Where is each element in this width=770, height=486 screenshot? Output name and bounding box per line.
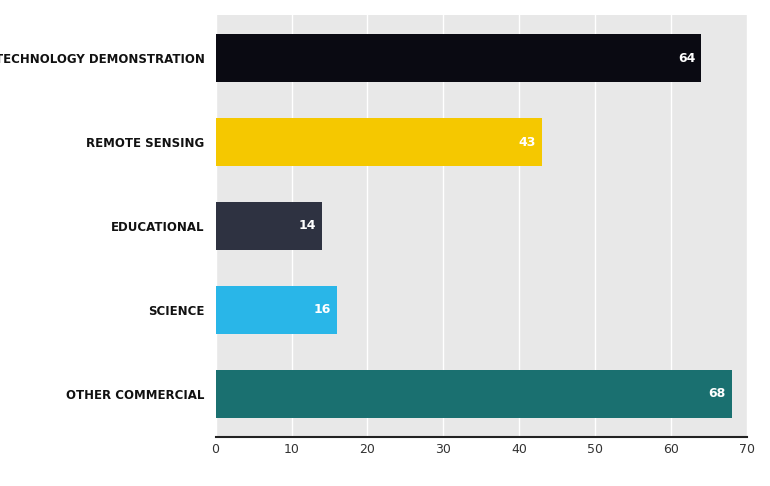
Text: 14: 14 [298,220,316,232]
Bar [216,118,542,166]
Bar [216,34,701,83]
Bar [216,202,322,250]
Bar [216,369,732,418]
Bar [216,286,337,334]
Text: 43: 43 [518,136,536,149]
Text: 68: 68 [708,387,725,400]
Text: 16: 16 [313,303,331,316]
Text: 64: 64 [678,52,695,65]
